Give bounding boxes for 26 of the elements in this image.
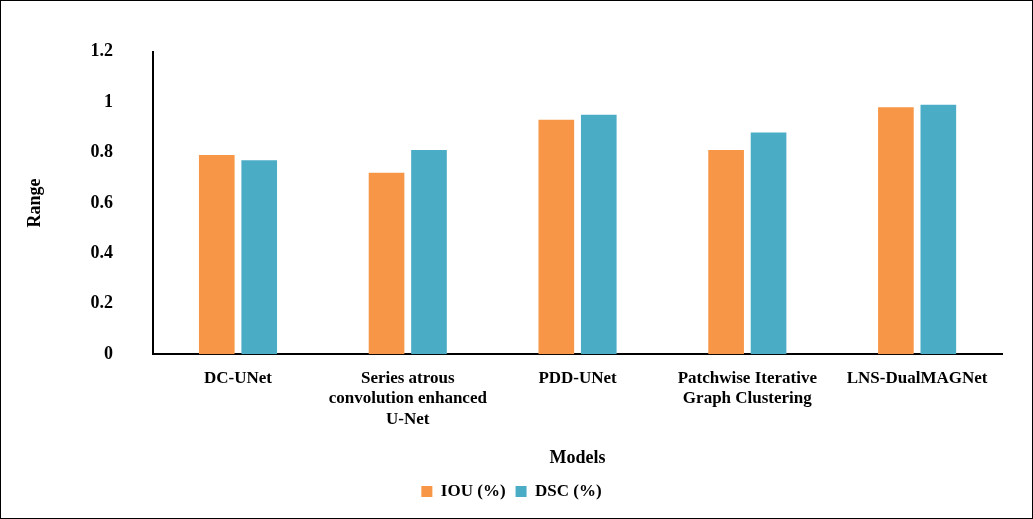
bar: [920, 104, 957, 355]
x-tick-label: DC-UNet: [204, 367, 273, 387]
y-axis-title: Range: [24, 178, 45, 228]
bar: [368, 172, 405, 355]
y-tick-label: 0.4: [90, 242, 114, 263]
y-tick-label: 1.2: [90, 40, 114, 61]
x-axis-title: Models: [549, 446, 606, 467]
bar: [411, 150, 447, 355]
bar: [750, 132, 787, 355]
bar: [538, 119, 575, 355]
x-tick-label: Series atrous convolution enhanced U-Net: [328, 367, 488, 428]
legend-label: IOU (%): [440, 480, 506, 500]
y-tick-label: 0.2: [90, 292, 114, 313]
x-tick-label: PDD-UNet: [538, 367, 618, 387]
bar: [580, 114, 617, 355]
y-tick-label: 0.6: [90, 191, 114, 212]
bar: [878, 107, 914, 355]
y-tick-label: 0.8: [90, 141, 114, 162]
x-tick-label: LNS-DualMAGNet: [846, 367, 988, 387]
y-tick-label: 0: [104, 342, 114, 363]
legend-label: DSC (%): [535, 480, 602, 500]
x-tick-label: Patchwise Iterative Graph Clustering: [677, 367, 818, 408]
y-tick-label: 1: [104, 90, 114, 111]
bar: [198, 155, 235, 355]
bar: [241, 160, 278, 355]
bar: [708, 150, 744, 355]
